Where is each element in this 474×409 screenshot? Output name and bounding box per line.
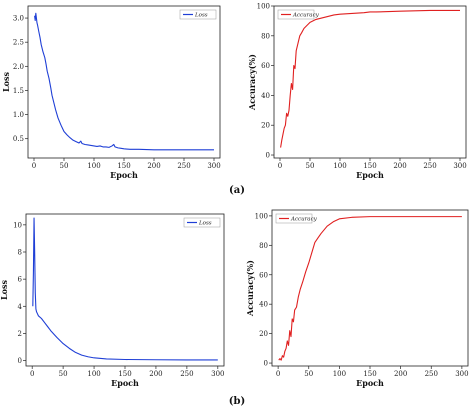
x-axis-label: Epoch [110,170,138,180]
y-tick-label: 60 [261,62,270,70]
y-tick-label: 80 [259,242,268,250]
x-tick-label: 0 [32,162,36,170]
y-tick-label: 1.0 [13,111,24,119]
plot-frame [25,213,225,367]
x-tick-label: 100 [87,162,100,170]
legend: Accuracy [275,213,318,224]
x-tick-label: 300 [453,162,466,170]
legend-label: Accuracy [290,217,318,223]
x-tick-label: 0 [276,370,280,378]
y-tick-label: 60 [259,271,268,279]
x-tick-label: 150 [363,162,376,170]
x-tick-label: 300 [207,162,220,170]
x-tick-label: 50 [59,370,68,378]
x-tick-label: 200 [149,370,162,378]
x-tick-label: 250 [180,370,193,378]
x-tick-label: 300 [455,370,468,378]
y-tick-label: 0 [18,357,22,365]
series-line-loss [34,12,214,151]
x-tick-label: 200 [394,370,407,378]
y-tick-label: 1.5 [13,87,24,95]
x-tick-label: 150 [118,370,131,378]
y-tick-label: 20 [259,330,268,338]
y-tick-label: 100 [257,3,270,11]
x-tick-label: 0 [278,162,282,170]
y-tick-label: 8 [18,249,22,257]
panel-a-loss-chart: 0 50 100 150 200 250 300 0.5 1.0 1.5 2.0 2.5 3.0 Epoc… [1,5,221,180]
y-tick-label: 0.5 [13,135,24,143]
series-line-accuracy [278,216,462,361]
y-tick-label: 3.0 [13,15,24,23]
x-tick-label: 50 [304,370,313,378]
y-tick-label: 20 [261,122,270,130]
legend-box [179,9,217,20]
x-tick-label: 200 [147,162,160,170]
y-tick-label: 0 [266,152,270,160]
legend-label: Accuracy [292,13,320,19]
caption-a: (a) [229,185,245,196]
x-tick-label: 50 [306,162,315,170]
caption-b: (b) [229,396,245,407]
x-axis-label: Epoch [356,170,384,180]
y-tick-label: 2 [18,330,22,338]
x-tick-label: 250 [425,370,438,378]
y-axis-label: Accuracy(%) [245,260,255,317]
x-tick-label: 150 [117,162,130,170]
legend-box [275,213,313,224]
y-axis-label: Accuracy(%) [247,54,257,111]
x-tick-label: 100 [333,370,346,378]
x-tick-label: 250 [423,162,436,170]
y-tick-label: 2.5 [13,39,24,47]
legend-label: Loss [198,221,212,227]
plot-frame [27,5,221,159]
y-tick-label: 0 [264,360,268,368]
panel-b-accuracy-chart: 0 50 100 150 200 250 300 0 20 40 60 80 100 Epoch Accur… [245,209,469,388]
legend: Accuracy [277,9,320,20]
legend: Loss [179,9,217,20]
y-axis-label: Loss [1,72,11,92]
x-axis-label: Epoch [356,378,384,388]
y-tick-label: 100 [255,212,268,220]
legend-box [183,217,221,228]
panel-a-accuracy-chart: 0 50 100 150 200 250 300 0 20 40 60 80 100 Epoch Accur… [247,3,467,181]
y-tick-label: 4 [18,303,23,311]
x-axis-label: Epoch [111,378,139,388]
series-line-loss [32,217,218,361]
x-tick-label: 150 [363,370,376,378]
y-tick-label: 10 [13,221,22,229]
x-tick-label: 200 [393,162,406,170]
x-tick-label: 100 [87,370,100,378]
y-tick-label: 6 [18,276,23,284]
legend-label: Loss [194,13,208,19]
y-tick-label: 80 [261,32,270,40]
x-tick-label: 100 [333,162,346,170]
legend: Loss [183,217,221,228]
x-tick-label: 300 [211,370,224,378]
panel-b-loss-chart: 0 50 100 150 200 250 300 0 2 4 6 8 10 Epoch Loss Loss [0,213,225,388]
legend-box [277,9,315,20]
series-line-accuracy [280,9,460,148]
plot-frame [271,209,469,367]
x-tick-label: 0 [30,370,34,378]
y-tick-label: 2.0 [13,63,24,71]
x-tick-label: 250 [177,162,190,170]
y-tick-label: 40 [261,92,270,100]
y-axis-label: Loss [0,280,9,300]
y-tick-label: 40 [259,301,268,309]
plot-frame [273,5,467,159]
x-tick-label: 50 [60,162,69,170]
